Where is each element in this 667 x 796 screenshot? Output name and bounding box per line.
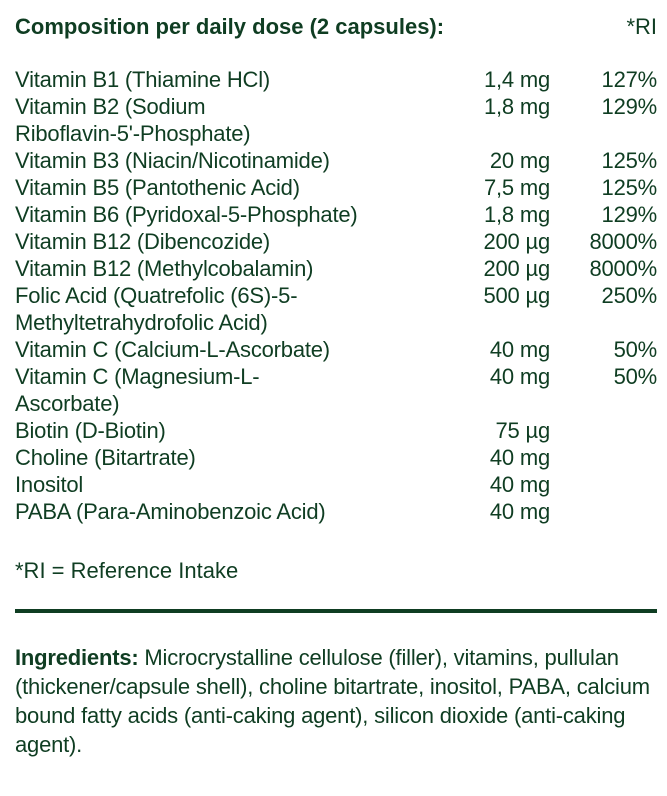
nutrient-row: Biotin (D-Biotin) 75 µg <box>15 417 657 444</box>
nutrient-row: Inositol 40 mg <box>15 471 657 498</box>
nutrient-name: Inositol <box>15 472 84 497</box>
nutrient-name: Choline (Bitartrate) <box>15 445 196 470</box>
nutrient-amount: 40 mg <box>489 364 550 389</box>
nutrient-row: Choline (Bitartrate) 40 mg <box>15 444 657 471</box>
nutrient-ri: 129% <box>601 94 658 119</box>
nutrient-row: PABA (Para-Aminobenzoic Acid) 40 mg <box>15 498 657 525</box>
nutrient-row: Vitamin C (Calcium-L-Ascorbate) 40 mg 50% <box>15 336 657 363</box>
composition-table: Vitamin B1 (Thiamine HCl) 1,4 mg 127% Vitam… <box>15 66 657 525</box>
nutrient-row: Vitamin B12 (Methylcobalamin) 200 µg 8000% <box>15 255 657 282</box>
nutrient-amount: 40 mg <box>489 445 550 470</box>
composition-title: Composition per daily dose (2 capsules): <box>15 14 445 39</box>
nutrient-amount: 20 mg <box>489 148 550 173</box>
nutrient-amount: 1,4 mg <box>483 67 550 92</box>
nutrient-row: Vitamin C (Magnesium-L- Ascorbate) 40 mg 5… <box>15 363 657 417</box>
nutrient-amount: 1,8 mg <box>483 94 550 119</box>
nutrient-row: Vitamin B2 (Sodium Riboflavin-5'-Phospha… <box>15 93 657 147</box>
ri-column-label: *RI <box>626 14 657 39</box>
nutrient-row: Vitamin B3 (Niacin/Nicotinamide) 20 mg 125… <box>15 147 657 174</box>
nutrient-name: Vitamin B6 (Pyridoxal-5-Phosphate) <box>15 202 358 227</box>
nutrient-name: Folic Acid (Quatrefolic (6S)-5- Methylte… <box>15 283 298 335</box>
nutrient-name: Vitamin B1 (Thiamine HCl) <box>15 67 271 92</box>
nutrient-row: Vitamin B1 (Thiamine HCl) 1,4 mg 127% <box>15 66 657 93</box>
nutrient-amount: 40 mg <box>489 337 550 362</box>
nutrient-amount: 75 µg <box>495 418 551 443</box>
nutrient-ri: 50% <box>613 337 658 362</box>
nutrient-name: Vitamin C (Magnesium-L- Ascorbate) <box>15 364 260 416</box>
nutrient-amount: 1,8 mg <box>483 202 550 227</box>
nutrient-amount: 40 mg <box>489 499 550 524</box>
nutrient-ri <box>550 498 657 525</box>
nutrient-ri <box>550 444 657 471</box>
ingredients-label: Ingredients: <box>15 645 139 670</box>
nutrient-name: Vitamin B12 (Methylcobalamin) <box>15 256 314 281</box>
nutrient-ri: 50% <box>613 364 658 389</box>
nutrient-ri: 127% <box>601 67 658 92</box>
nutrient-amount: 200 µg <box>483 229 550 254</box>
ingredients-text: Microcrystalline cellulose (filler), vit… <box>15 645 650 757</box>
nutrient-amount: 200 µg <box>483 256 550 281</box>
composition-header: Composition per daily dose (2 capsules):… <box>15 12 657 42</box>
nutrient-ri: 125% <box>601 148 658 173</box>
nutrient-name: Vitamin B2 (Sodium Riboflavin-5'-Phospha… <box>15 94 251 146</box>
ri-footnote: *RI = Reference Intake <box>15 558 239 583</box>
nutrient-ri: 129% <box>601 202 658 227</box>
nutrient-name: Vitamin B12 (Dibencozide) <box>15 229 271 254</box>
nutrient-ri <box>550 471 657 498</box>
nutrient-name: Vitamin B3 (Niacin/Nicotinamide) <box>15 148 330 173</box>
ingredients-paragraph: Ingredients: Microcrystalline cellulose … <box>15 643 655 759</box>
nutrient-ri: 8000% <box>589 256 657 281</box>
nutrient-amount: 40 mg <box>489 472 550 497</box>
nutrient-row: Vitamin B12 (Dibencozide) 200 µg 8000% <box>15 228 657 255</box>
nutrient-name: Biotin (D-Biotin) <box>15 418 166 443</box>
nutrient-ri: 8000% <box>589 229 657 254</box>
nutrient-row: Vitamin B6 (Pyridoxal-5-Phosphate) 1,8 mg… <box>15 201 657 228</box>
nutrient-ri <box>550 417 657 444</box>
nutrient-name: PABA (Para-Aminobenzoic Acid) <box>15 499 326 524</box>
nutrient-row: Vitamin B5 (Pantothenic Acid) 7,5 mg 125% <box>15 174 657 201</box>
divider <box>15 609 657 613</box>
nutrient-amount: 7,5 mg <box>483 175 550 200</box>
nutrient-ri: 125% <box>601 175 658 200</box>
nutrient-ri: 250% <box>601 283 658 308</box>
nutrient-name: Vitamin C (Calcium-L-Ascorbate) <box>15 337 330 362</box>
nutrient-name: Vitamin B5 (Pantothenic Acid) <box>15 175 300 200</box>
nutrient-amount: 500 µg <box>483 283 550 308</box>
nutrient-row: Folic Acid (Quatrefolic (6S)-5- Methylte… <box>15 282 657 336</box>
